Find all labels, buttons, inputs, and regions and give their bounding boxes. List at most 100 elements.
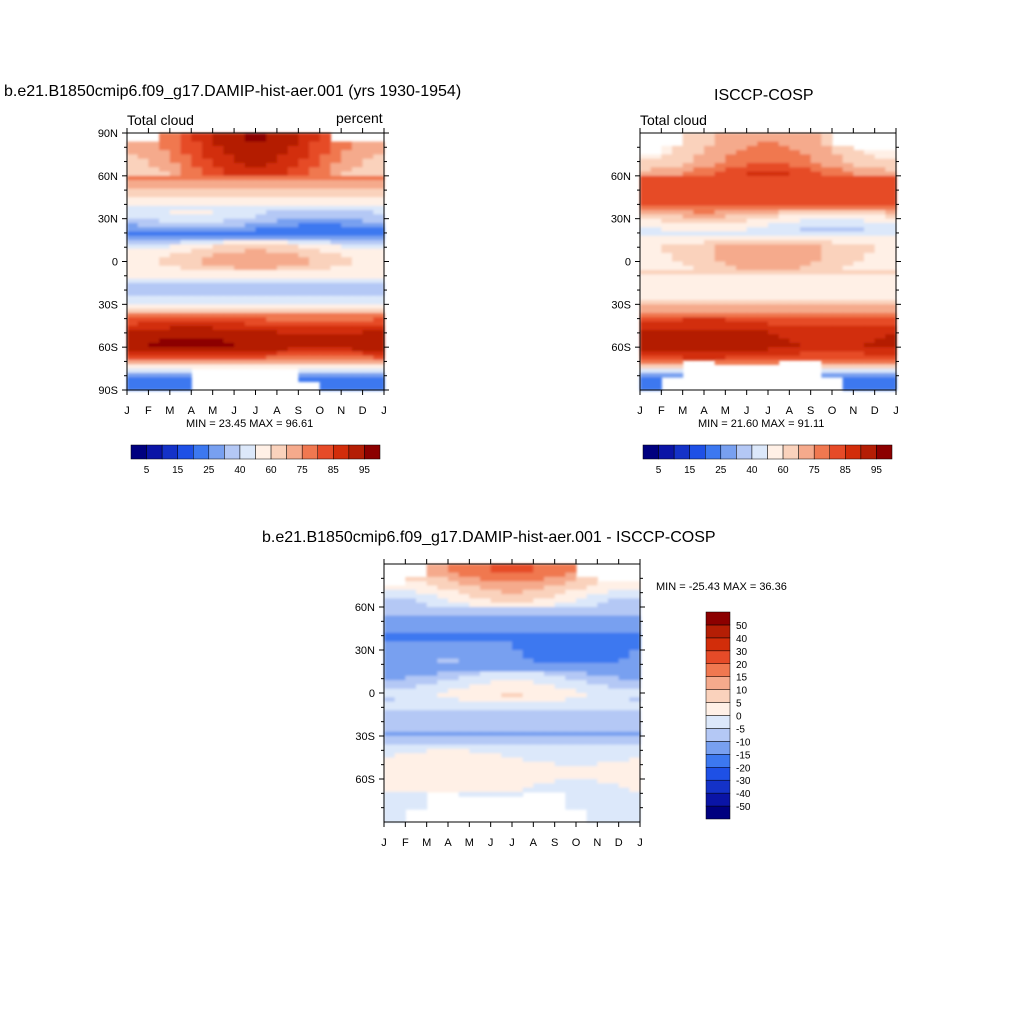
field-cell	[351, 364, 364, 370]
field-cell	[789, 180, 801, 185]
field-cell	[426, 650, 438, 655]
field-cell	[704, 197, 716, 203]
field-cell	[244, 235, 257, 241]
field-cell	[191, 274, 203, 280]
field-cell	[212, 137, 224, 143]
field-cell	[394, 675, 406, 681]
field-cell	[276, 175, 289, 181]
field-cell	[832, 317, 844, 323]
field-cell	[137, 368, 150, 374]
field-cell	[469, 641, 481, 647]
field-cell	[319, 278, 332, 284]
field-cell	[629, 693, 641, 698]
field-cell	[768, 231, 780, 237]
field-cell	[522, 783, 534, 789]
field-cell	[874, 312, 886, 318]
field-cell	[832, 180, 844, 185]
field-cell	[127, 188, 139, 194]
field-cell	[714, 222, 726, 228]
field-cell	[586, 787, 598, 793]
field-cell	[704, 300, 716, 305]
field-cell	[768, 304, 780, 310]
field-cell	[650, 377, 662, 383]
field-cell	[821, 235, 833, 241]
field-cell	[276, 295, 289, 301]
field-cell	[437, 688, 449, 694]
field-cell	[319, 317, 332, 323]
field-cell	[778, 291, 790, 297]
field-cell	[704, 312, 716, 318]
field-cell	[501, 787, 513, 793]
field-cell	[725, 265, 737, 271]
field-cell	[597, 796, 609, 802]
field-cell	[212, 287, 224, 293]
field-cell	[682, 158, 694, 164]
field-cell	[554, 564, 566, 569]
field-cell	[618, 658, 630, 664]
field-cell	[437, 650, 449, 655]
field-cell	[810, 347, 822, 353]
field-cell	[298, 210, 310, 215]
field-cell	[810, 282, 822, 288]
field-cell	[501, 753, 513, 759]
field-cell	[276, 257, 289, 263]
field-cell	[341, 214, 353, 220]
field-cell	[778, 321, 790, 327]
field-cell	[768, 235, 780, 241]
field-cell	[448, 680, 460, 685]
field-cell	[778, 197, 790, 203]
field-cell	[287, 334, 299, 340]
field-cell	[137, 257, 150, 263]
field-cell	[565, 628, 577, 634]
field-cell	[501, 766, 513, 771]
field-cell	[682, 150, 694, 156]
field-cell	[191, 227, 203, 233]
field-cell	[789, 282, 801, 288]
field-cell	[704, 162, 716, 168]
field-cell	[448, 757, 460, 763]
field-cell	[394, 791, 406, 797]
field-cell	[309, 188, 321, 194]
field-cell	[810, 201, 822, 207]
field-cell	[405, 710, 417, 716]
field-cell	[437, 766, 449, 771]
field-cell	[725, 240, 737, 245]
field-cell	[373, 214, 385, 220]
field-cell	[426, 714, 438, 720]
field-cell	[512, 667, 524, 673]
field-cell	[127, 308, 139, 314]
field-cell	[522, 688, 534, 694]
field-cell	[405, 753, 417, 759]
field-cell	[874, 158, 886, 164]
field-cell	[148, 145, 160, 151]
field-cell	[629, 675, 641, 681]
field-cell	[522, 680, 534, 685]
field-cell	[672, 197, 684, 203]
field-cell	[586, 697, 598, 703]
colorbar-swatch	[239, 444, 256, 460]
field-cell	[640, 222, 652, 228]
field-cell	[842, 184, 854, 190]
field-cell	[362, 347, 374, 353]
field-cell	[522, 675, 534, 681]
field-cell	[426, 684, 438, 690]
colorbar-label: 25	[203, 465, 215, 476]
field-cell	[693, 351, 705, 357]
field-cell	[565, 744, 577, 750]
field-cell	[255, 282, 267, 288]
field-cell	[244, 214, 257, 220]
field-cell	[608, 779, 620, 784]
field-cell	[768, 137, 780, 143]
field-cell	[319, 312, 332, 318]
field-cell	[255, 158, 267, 164]
field-cell	[597, 766, 609, 771]
field-cell	[842, 342, 854, 348]
field-cell	[725, 137, 737, 143]
field-cell	[458, 693, 470, 698]
field-cell	[212, 227, 224, 233]
field-cell	[757, 278, 769, 284]
field-cell	[169, 295, 182, 301]
field-cell	[159, 304, 171, 310]
field-cell	[618, 594, 630, 599]
field-cell	[405, 804, 417, 810]
